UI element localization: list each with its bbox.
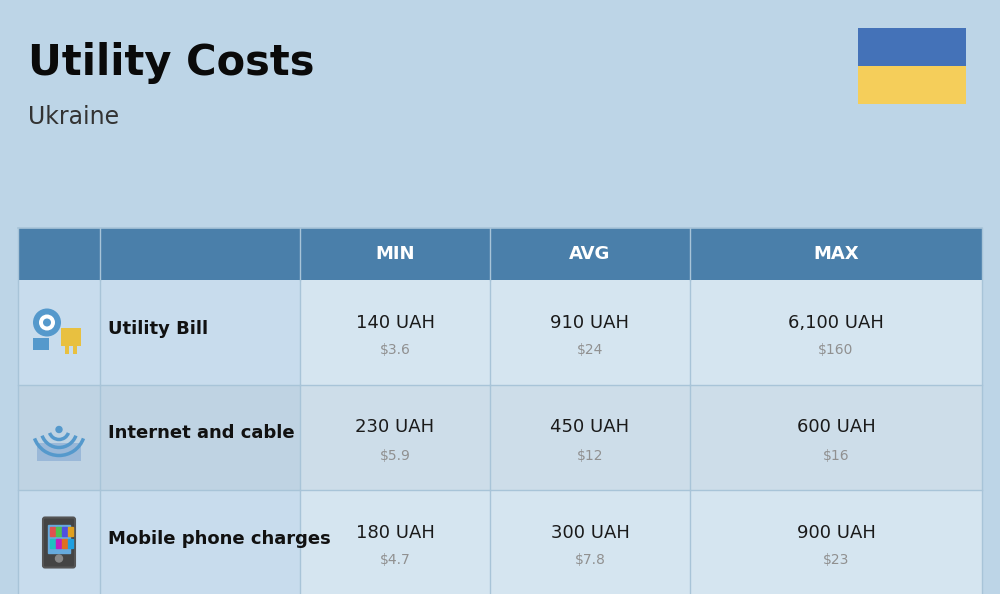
Bar — [858, 66, 966, 104]
Text: $5.9: $5.9 — [380, 448, 410, 463]
Bar — [858, 28, 966, 66]
Bar — [300, 385, 490, 490]
Text: $160: $160 — [818, 343, 854, 358]
Text: 230 UAH: 230 UAH — [355, 419, 435, 437]
Text: $23: $23 — [823, 554, 849, 567]
Text: MIN: MIN — [375, 245, 415, 263]
Text: Ukraine: Ukraine — [28, 105, 119, 129]
Bar — [37, 443, 81, 460]
Bar — [18, 228, 982, 280]
Bar — [68, 539, 73, 548]
FancyBboxPatch shape — [43, 517, 75, 567]
Circle shape — [33, 308, 61, 336]
Text: $3.6: $3.6 — [380, 343, 410, 358]
Bar — [48, 525, 70, 552]
Bar — [56, 526, 61, 536]
Bar — [690, 280, 982, 385]
Circle shape — [56, 426, 62, 432]
Bar — [690, 385, 982, 490]
Text: 910 UAH: 910 UAH — [550, 314, 630, 331]
Text: Utility Bill: Utility Bill — [108, 320, 208, 337]
Bar — [690, 490, 982, 594]
Text: $12: $12 — [577, 448, 603, 463]
Bar — [50, 539, 55, 548]
Bar — [68, 526, 73, 536]
Bar — [18, 385, 300, 490]
Bar — [300, 280, 490, 385]
Circle shape — [39, 314, 55, 330]
Text: 180 UAH: 180 UAH — [356, 523, 434, 542]
Text: Utility Costs: Utility Costs — [28, 42, 314, 84]
Bar — [300, 490, 490, 594]
Bar — [61, 327, 81, 346]
Text: 450 UAH: 450 UAH — [550, 419, 630, 437]
Bar — [18, 490, 300, 594]
Bar — [62, 539, 67, 548]
Text: 300 UAH: 300 UAH — [551, 523, 629, 542]
Bar — [490, 280, 690, 385]
Bar — [65, 346, 69, 353]
Text: $24: $24 — [577, 343, 603, 358]
Text: $7.8: $7.8 — [575, 554, 605, 567]
Text: Mobile phone charges: Mobile phone charges — [108, 529, 331, 548]
Text: Internet and cable: Internet and cable — [108, 425, 295, 443]
Text: 140 UAH: 140 UAH — [356, 314, 434, 331]
Bar — [33, 337, 49, 349]
Bar — [18, 280, 300, 385]
Text: MAX: MAX — [813, 245, 859, 263]
Text: 900 UAH: 900 UAH — [797, 523, 875, 542]
Bar — [56, 539, 61, 548]
Text: $16: $16 — [823, 448, 849, 463]
Bar — [50, 526, 55, 536]
Circle shape — [43, 318, 51, 327]
Text: 6,100 UAH: 6,100 UAH — [788, 314, 884, 331]
Bar — [490, 385, 690, 490]
Bar — [62, 526, 67, 536]
Bar — [490, 490, 690, 594]
Text: AVG: AVG — [569, 245, 611, 263]
Circle shape — [56, 555, 62, 562]
Text: $4.7: $4.7 — [380, 554, 410, 567]
Text: 600 UAH: 600 UAH — [797, 419, 875, 437]
Bar — [73, 346, 77, 353]
